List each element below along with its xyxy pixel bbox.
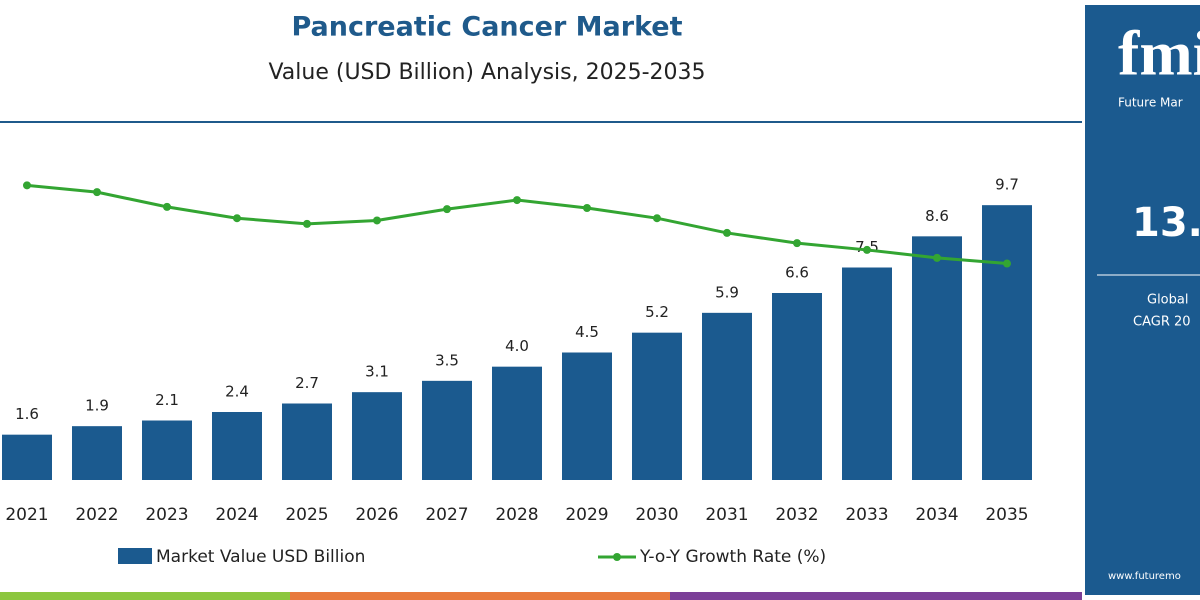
bar (772, 293, 822, 480)
bar (912, 236, 962, 480)
x-tick-label: 2029 (565, 505, 608, 525)
data-label: 8.6 (925, 207, 949, 225)
x-tick-label: 2025 (285, 505, 328, 525)
data-label: 5.9 (715, 283, 739, 301)
bar (2, 434, 52, 480)
data-label: 4.5 (575, 323, 599, 341)
growth-point (653, 214, 661, 223)
data-label: 2.4 (225, 383, 249, 401)
x-tick-label: 2030 (635, 505, 678, 525)
growth-point (513, 196, 521, 205)
footer-strip (290, 592, 670, 600)
data-label: 1.9 (85, 397, 109, 415)
bar (72, 426, 122, 480)
growth-point (93, 188, 101, 197)
bar (212, 412, 262, 480)
data-label: 2.7 (295, 374, 319, 392)
bar (632, 332, 682, 480)
legend-label: Market Value USD Billion (156, 547, 365, 567)
growth-point (23, 181, 31, 190)
data-label: 4.0 (505, 337, 529, 355)
growth-point (723, 228, 731, 237)
footer-strip (0, 592, 290, 600)
bar (142, 420, 192, 480)
bar (702, 312, 752, 480)
x-tick-label: 2026 (355, 505, 398, 525)
x-tick-label: 2034 (915, 505, 958, 525)
growth-point (583, 204, 591, 212)
growth-point (793, 239, 801, 248)
footer-strip (670, 592, 1082, 600)
growth-point (163, 202, 171, 211)
bar (422, 380, 472, 480)
growth-point (863, 245, 871, 254)
legend-swatch (118, 548, 152, 564)
growth-point (373, 216, 381, 225)
cagr-caption: CAGR 20 (1133, 315, 1191, 330)
cagr-caption: Global (1147, 293, 1188, 308)
growth-point (233, 214, 241, 223)
bar (282, 403, 332, 480)
bar (842, 267, 892, 480)
data-label: 3.5 (435, 351, 459, 369)
chart-subtitle: Value (USD Billion) Analysis, 2025-2035 (268, 60, 705, 85)
cagr-value: 13.5 (1132, 200, 1200, 246)
data-label: 9.7 (995, 176, 1019, 194)
url: www.futuremo (1108, 571, 1181, 582)
bar (562, 352, 612, 480)
bar (492, 366, 542, 480)
data-label: 5.2 (645, 303, 669, 321)
growth-point (303, 219, 311, 228)
brand: Future Mar (1118, 96, 1183, 110)
x-tick-label: 2035 (985, 505, 1028, 525)
side-panel (1085, 5, 1200, 595)
x-tick-label: 2023 (145, 505, 188, 525)
growth-point (1003, 259, 1011, 268)
legend-label: Y-o-Y Growth Rate (%) (639, 547, 826, 567)
x-tick-label: 2028 (495, 505, 538, 525)
legend-swatch (613, 553, 621, 561)
x-tick-label: 2021 (5, 505, 48, 525)
growth-point (443, 205, 451, 214)
x-tick-label: 2022 (75, 505, 118, 525)
chart-title: Pancreatic Cancer Market (291, 12, 682, 43)
data-label: 1.6 (15, 405, 39, 423)
data-label: 6.6 (785, 264, 809, 282)
x-tick-label: 2027 (425, 505, 468, 525)
bar (982, 205, 1032, 480)
data-label: 2.1 (155, 391, 179, 409)
x-tick-label: 2024 (215, 505, 258, 525)
growth-point (933, 253, 941, 262)
logo: fmi (1118, 18, 1200, 89)
x-tick-label: 2031 (705, 505, 748, 525)
bar (352, 392, 402, 480)
x-tick-label: 2033 (845, 505, 888, 525)
data-label: 3.1 (365, 363, 389, 381)
x-tick-label: 2032 (775, 505, 818, 525)
